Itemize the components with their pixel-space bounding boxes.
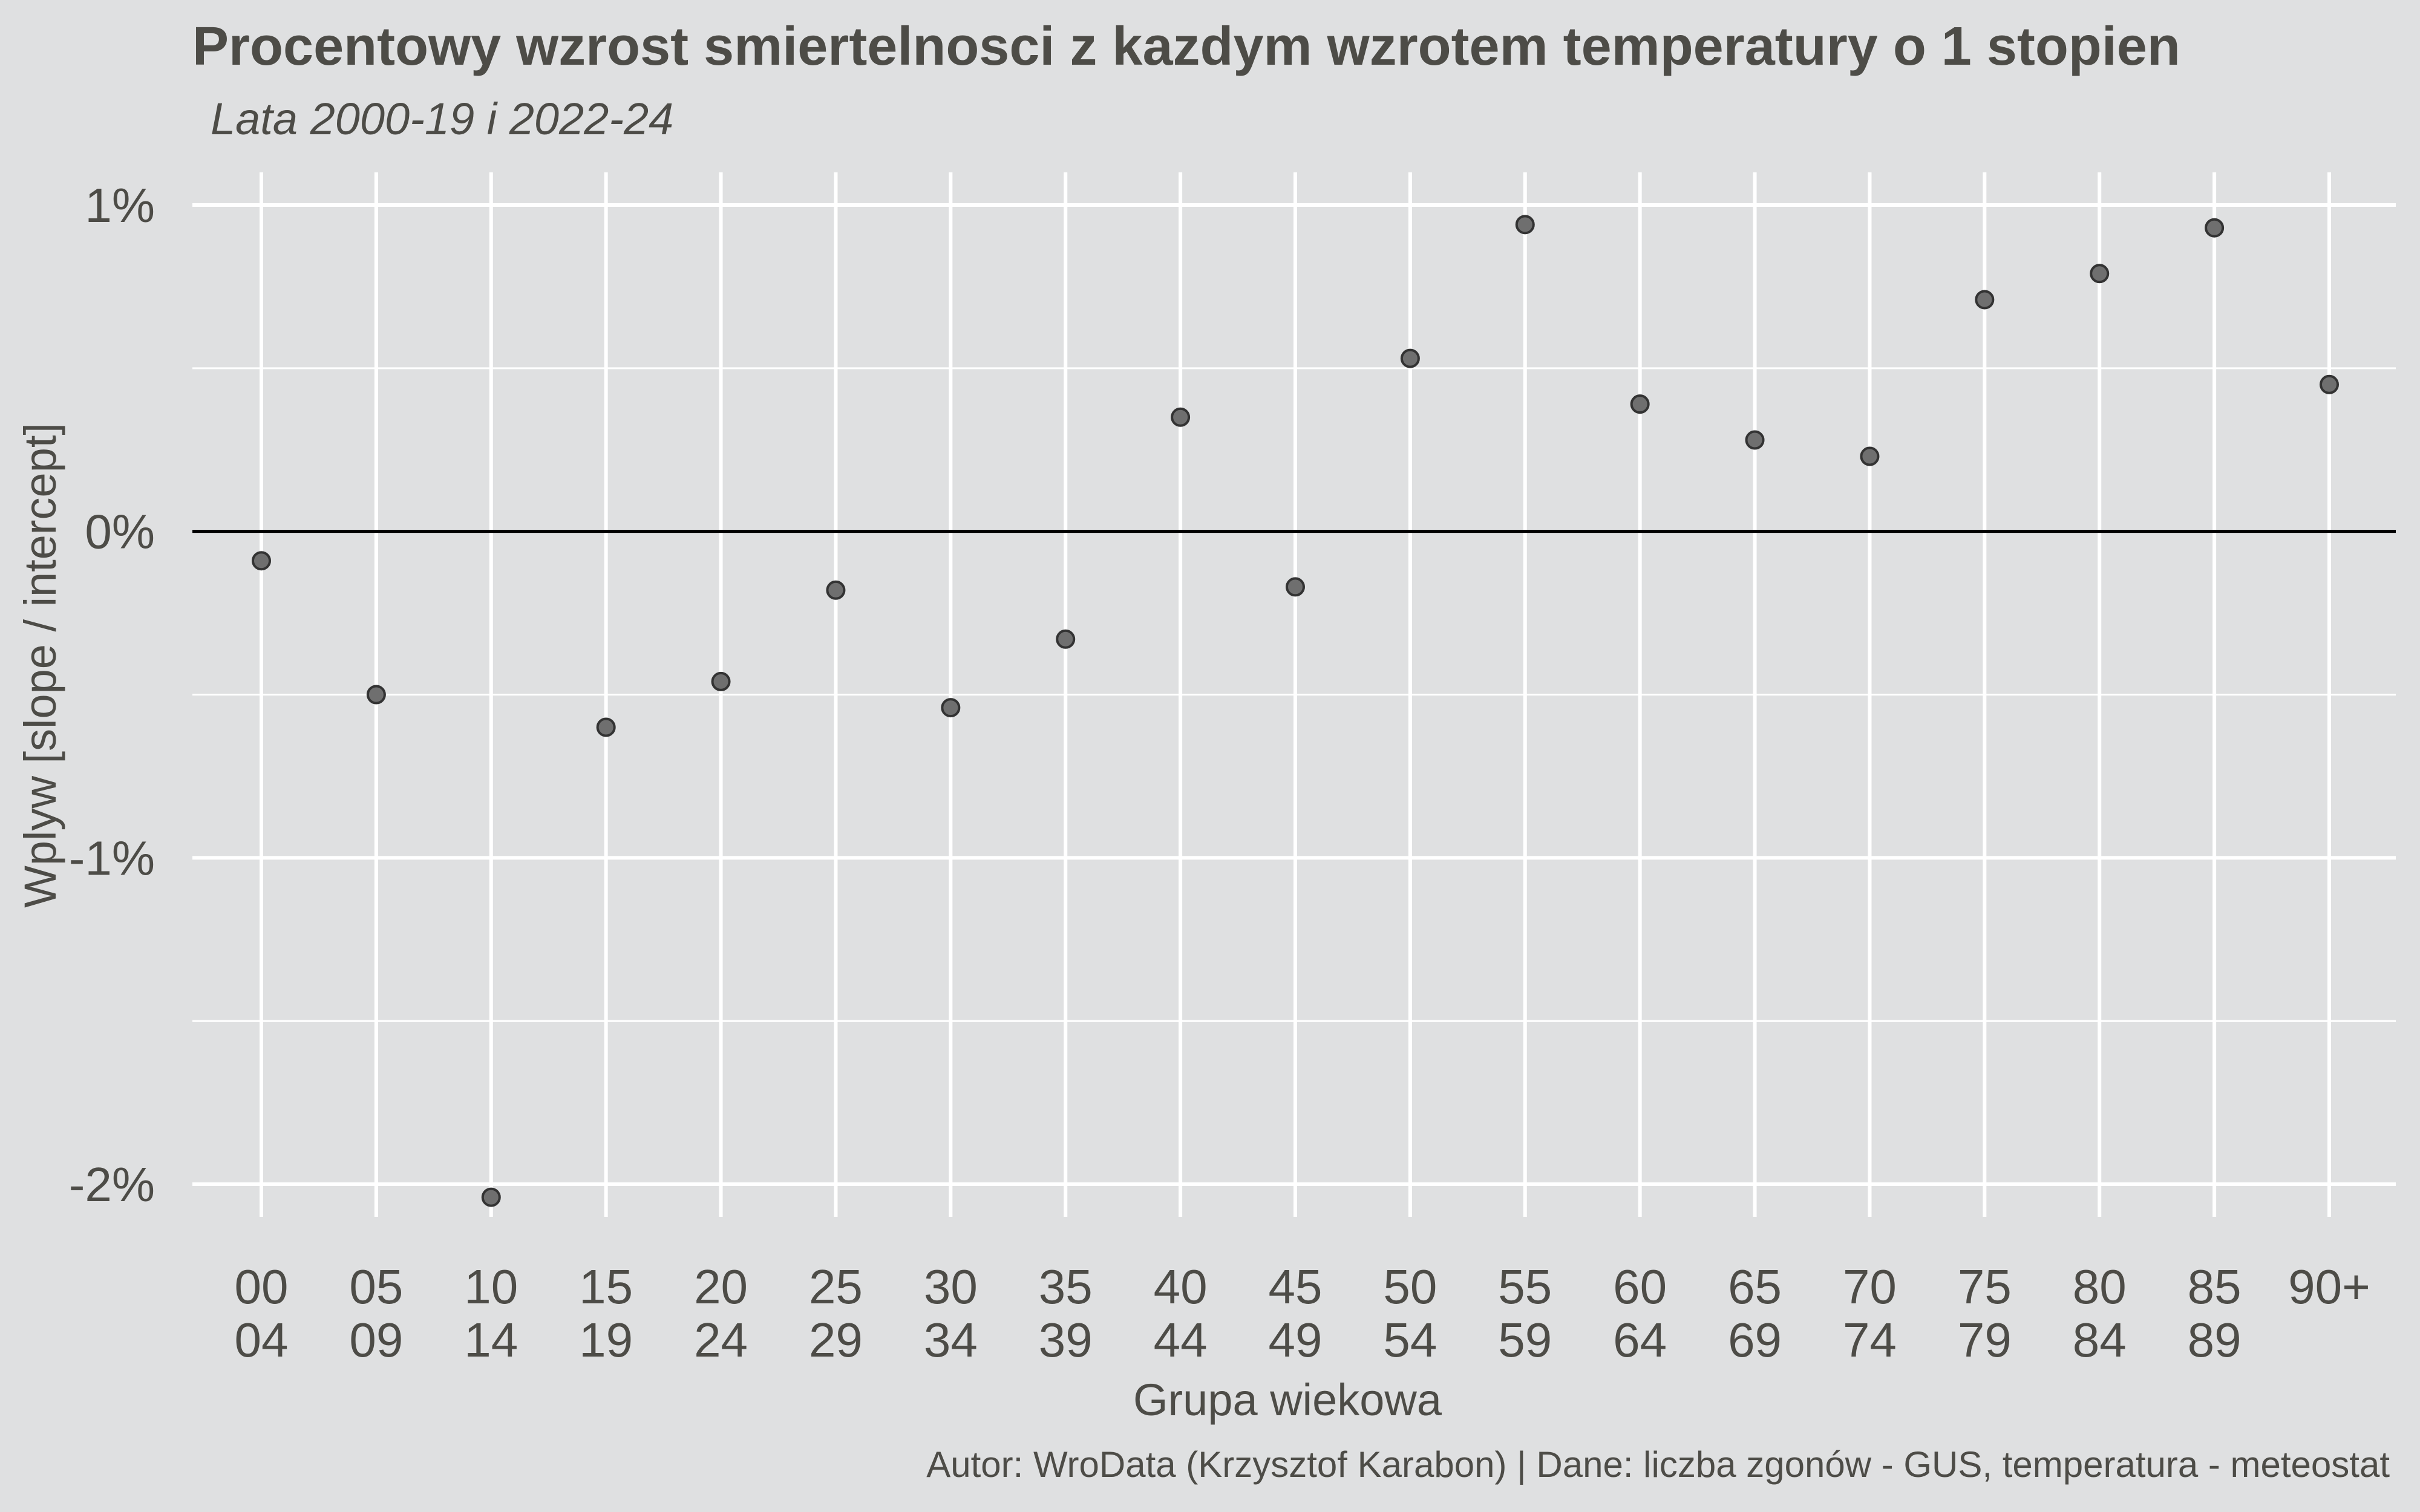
data-point <box>1515 215 1535 235</box>
data-point <box>1630 394 1650 414</box>
x-tick-label: 05 <box>349 1260 403 1314</box>
x-tick-label: 64 <box>1613 1313 1667 1367</box>
x-tick-label: 80 <box>2073 1260 2127 1314</box>
x-tick-label: 54 <box>1383 1313 1437 1367</box>
chart-subtitle: Lata 2000-19 i 2022-24 <box>211 94 673 144</box>
data-point <box>1056 629 1076 649</box>
x-tick-label: 00 <box>235 1260 289 1314</box>
data-point <box>1745 430 1765 450</box>
x-tick-label: 89 <box>2188 1313 2242 1367</box>
x-tick-label: 90+ <box>2288 1260 2370 1314</box>
chart-title: Procentowy wzrost smiertelnosci z kazdym… <box>192 16 2180 77</box>
x-tick-label: 25 <box>809 1260 863 1314</box>
data-point <box>711 671 731 691</box>
y-tick-label: -1% <box>69 831 155 885</box>
x-tick-label: 55 <box>1498 1260 1552 1314</box>
y-tick-label: 1% <box>85 178 155 232</box>
x-tick-label: 29 <box>809 1313 863 1367</box>
x-tick-label: 14 <box>464 1313 518 1367</box>
x-tick-label: 15 <box>579 1260 633 1314</box>
data-point <box>826 580 846 600</box>
x-tick-label: 74 <box>1843 1313 1897 1367</box>
x-axis-title: Grupa wiekowa <box>1133 1375 1442 1425</box>
data-point <box>941 698 961 718</box>
y-tick-label: -2% <box>69 1158 155 1211</box>
x-tick-label: 34 <box>924 1313 978 1367</box>
x-tick-label: 84 <box>2073 1313 2127 1367</box>
x-tick-label: 59 <box>1498 1313 1552 1367</box>
y-axis-title: Wplyw [slope / intercept] <box>15 423 65 908</box>
x-tick-label: 45 <box>1269 1260 1323 1314</box>
x-tick-label: 04 <box>235 1313 289 1367</box>
data-point <box>481 1187 501 1207</box>
data-point <box>1975 290 1995 310</box>
x-tick-label: 39 <box>1039 1313 1093 1367</box>
x-tick-label: 19 <box>579 1313 633 1367</box>
data-point <box>1860 446 1880 466</box>
x-tick-label: 20 <box>694 1260 748 1314</box>
data-point <box>2090 264 2110 284</box>
x-tick-label: 85 <box>2188 1260 2242 1314</box>
grid-lines <box>192 172 2396 1217</box>
x-tick-label: 40 <box>1154 1260 1208 1314</box>
x-tick-label: 24 <box>694 1313 748 1367</box>
data-point <box>1286 577 1305 597</box>
data-point <box>1400 348 1420 368</box>
x-tick-label: 65 <box>1728 1260 1782 1314</box>
x-tick-label: 79 <box>1958 1313 2012 1367</box>
x-tick-label: 69 <box>1728 1313 1782 1367</box>
y-tick-label: 0% <box>85 505 155 559</box>
data-point <box>252 551 271 571</box>
data-point <box>1171 407 1191 427</box>
y-axis-ticks: 1% 0% -1% -2% <box>69 178 155 1211</box>
x-tick-label: 49 <box>1269 1313 1323 1367</box>
x-tick-label: 44 <box>1154 1313 1208 1367</box>
data-point <box>366 685 386 705</box>
data-point <box>596 717 616 737</box>
x-tick-label: 09 <box>349 1313 403 1367</box>
x-tick-label: 70 <box>1843 1260 1897 1314</box>
x-tick-label: 60 <box>1613 1260 1667 1314</box>
x-tick-label: 35 <box>1039 1260 1093 1314</box>
data-points <box>252 215 2339 1207</box>
x-tick-label: 75 <box>1958 1260 2012 1314</box>
plot-area <box>192 172 2396 1217</box>
chart-caption: Autor: WroData (Krzysztof Karabon) | Dan… <box>926 1444 2390 1485</box>
x-tick-label: 50 <box>1383 1260 1437 1314</box>
x-tick-label: 30 <box>924 1260 978 1314</box>
data-point <box>2320 374 2339 394</box>
x-tick-label: 10 <box>464 1260 518 1314</box>
data-point <box>2205 218 2225 238</box>
